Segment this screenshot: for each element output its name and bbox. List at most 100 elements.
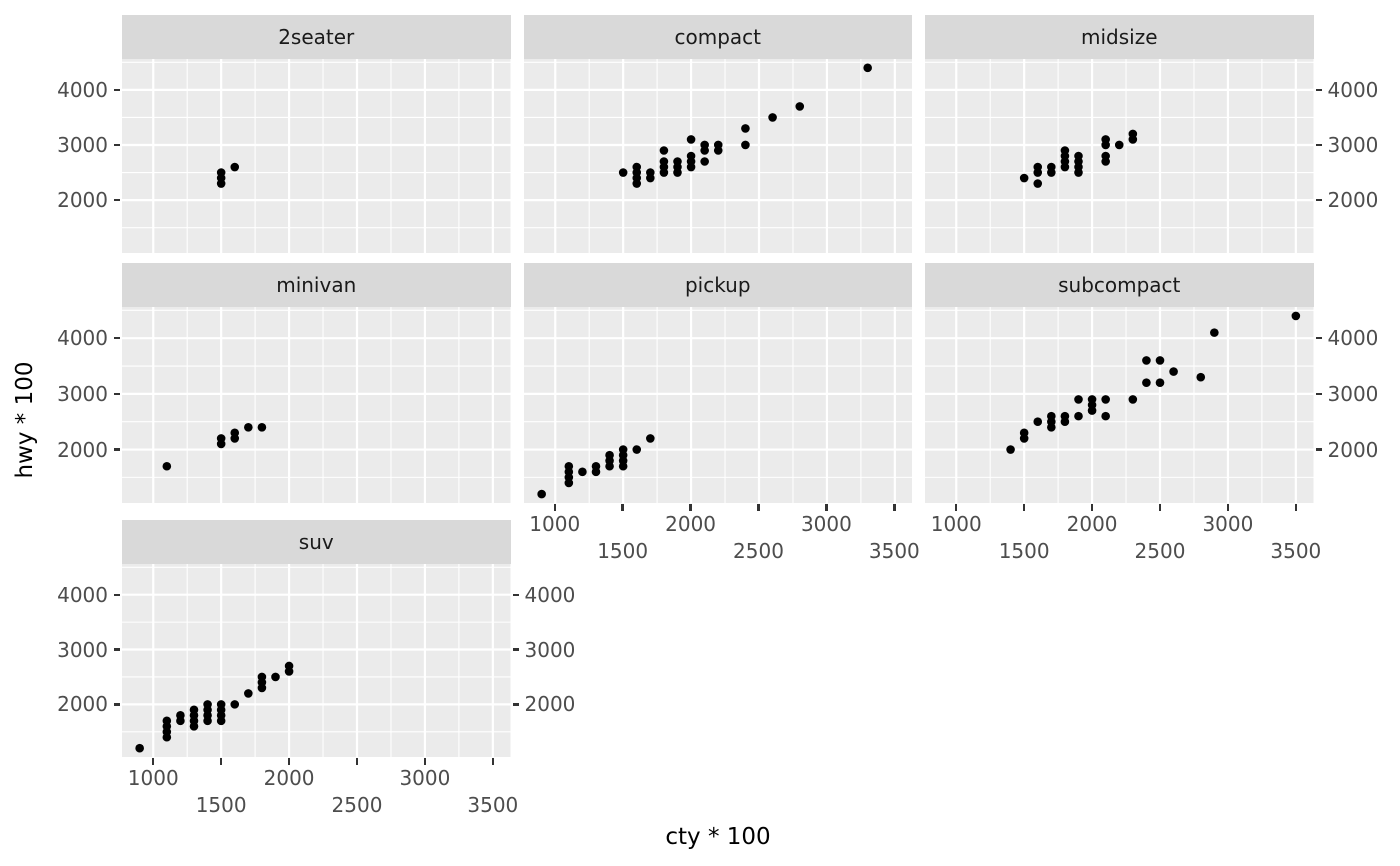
x-tick-mark [553, 504, 556, 511]
data-point [216, 434, 226, 443]
data-point [1047, 162, 1056, 172]
x-tick-label: 1000 [529, 512, 581, 536]
y-tick-mark [114, 143, 120, 147]
x-tick-label: 2500 [733, 539, 784, 563]
x-tick-label: 1500 [998, 539, 1050, 563]
x-tick-mark [423, 758, 427, 765]
data-point [564, 461, 573, 471]
y-tick-mark [512, 648, 519, 651]
data-point [645, 168, 655, 177]
data-point [618, 168, 627, 177]
data-point [1169, 367, 1178, 376]
data-point [686, 135, 695, 144]
data-point [1019, 173, 1029, 183]
data-point [672, 157, 682, 166]
x-tick-label: 3500 [868, 539, 920, 563]
y-tick-label: 3000 [1327, 381, 1379, 406]
data-point [162, 716, 172, 726]
x-tick-label: 3500 [1270, 539, 1322, 563]
data-point [699, 157, 709, 166]
data-point [230, 700, 240, 709]
y-tick-label: 4000 [57, 77, 108, 102]
x-tick-mark [1158, 504, 1162, 511]
x-tick-label: 1000 [930, 512, 982, 536]
data-point [1210, 328, 1219, 337]
data-point [1142, 356, 1151, 365]
data-point [740, 124, 750, 133]
x-tick-mark [757, 504, 760, 511]
x-tick-mark [1022, 504, 1026, 511]
y-tick-label: 4000 [1327, 326, 1379, 351]
data-point [230, 428, 240, 438]
facet-strip: pickup [523, 263, 912, 307]
facet-strip: minivan [122, 263, 511, 307]
facet-strip-label: minivan [276, 273, 357, 297]
x-tick-label: 1000 [127, 766, 179, 790]
data-point [271, 672, 280, 682]
data-point [577, 467, 587, 477]
data-point [1196, 372, 1206, 382]
y-tick-label: 2000 [524, 692, 576, 717]
x-tick-label: 2500 [1134, 539, 1186, 563]
data-point [1155, 356, 1165, 365]
data-point [591, 461, 600, 471]
data-point [230, 162, 240, 172]
data-point [1114, 140, 1124, 150]
x-tick-label: 1500 [597, 539, 649, 563]
data-point [135, 743, 144, 753]
data-point [1142, 378, 1151, 388]
data-point [244, 689, 253, 698]
facet-strip-label: 2seater [278, 25, 355, 49]
data-point [659, 146, 668, 155]
x-tick-mark [287, 758, 291, 765]
facet-strip: midsize [925, 15, 1314, 59]
facet-strip-label: midsize [1080, 25, 1158, 49]
data-point [1087, 395, 1097, 404]
y-tick-mark [1315, 143, 1322, 147]
data-point [1291, 311, 1301, 321]
data-point [244, 422, 253, 432]
x-tick-label: 3000 [800, 512, 852, 536]
facet-strip: 2seater [122, 15, 511, 59]
x-tick-mark [1090, 504, 1094, 511]
data-point [1047, 411, 1056, 421]
y-tick-label: 4000 [524, 582, 576, 607]
data-point [1101, 151, 1110, 161]
data-point [1006, 445, 1015, 454]
y-tick-mark [1315, 198, 1322, 202]
x-tick-label: 2500 [331, 793, 383, 817]
data-point [257, 422, 267, 432]
facet-panel-pickup [523, 307, 912, 503]
data-point [699, 140, 709, 150]
x-tick-mark [689, 504, 692, 511]
y-tick-mark [512, 703, 519, 706]
data-point [686, 151, 695, 161]
y-tick-label: 2000 [1327, 188, 1379, 213]
y-tick-mark [114, 336, 120, 340]
x-tick-label: 1500 [195, 793, 247, 817]
facet-strip: subcompact [925, 263, 1314, 307]
data-point [1101, 135, 1110, 144]
x-tick-label: 3000 [1202, 512, 1254, 536]
y-tick-mark [114, 703, 120, 706]
y-axis-title: hwy * 100 [12, 361, 38, 479]
y-tick-mark [1315, 392, 1322, 396]
data-point [162, 461, 172, 471]
facet-panel-minivan [122, 307, 511, 503]
y-tick-label: 2000 [57, 437, 108, 462]
y-tick-mark [512, 593, 519, 596]
y-tick-label: 2000 [57, 188, 108, 213]
data-point [1128, 395, 1138, 404]
x-tick-mark [355, 758, 359, 765]
facet-strip-label: compact [674, 25, 761, 49]
x-tick-mark [893, 504, 896, 511]
y-tick-label: 4000 [57, 582, 108, 607]
facet-strip: suv [122, 520, 511, 564]
data-point [1033, 162, 1043, 172]
y-tick-label: 3000 [57, 637, 108, 662]
y-tick-mark [114, 648, 120, 651]
y-tick-mark [1315, 336, 1322, 340]
x-tick-mark [1294, 504, 1298, 511]
data-point [1019, 428, 1029, 438]
